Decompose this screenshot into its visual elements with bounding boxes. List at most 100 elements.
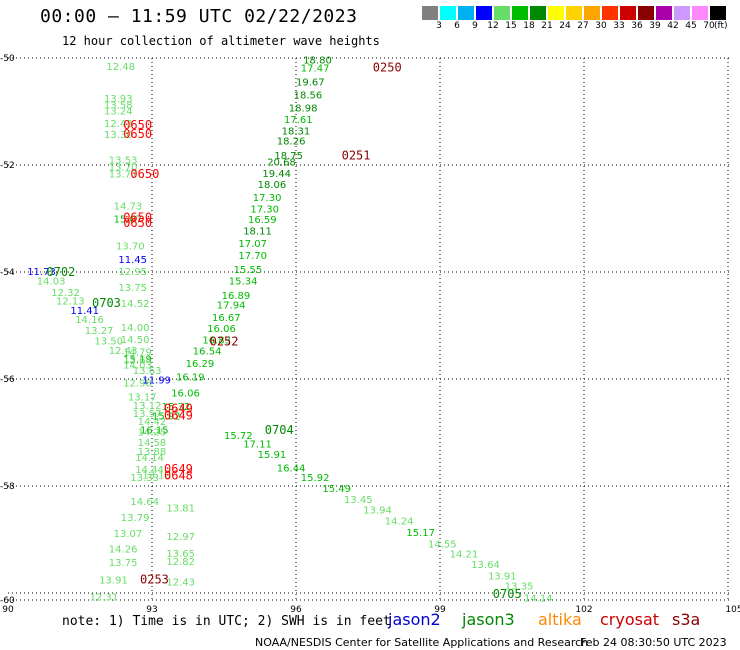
swh-value: 13.64 <box>471 560 500 571</box>
swh-value: 12.95 <box>118 267 147 278</box>
colorbar-swatch <box>674 6 690 20</box>
y-tick-label: -60 <box>0 596 15 606</box>
swh-value: 12.97 <box>166 532 195 543</box>
swh-value: 13.33 <box>130 473 159 484</box>
x-tick-label: 90 <box>2 605 14 615</box>
swh-value: 13.93 <box>104 94 133 105</box>
swh-value: 17.61 <box>284 115 313 126</box>
swh-value: 14.52 <box>121 299 150 310</box>
pass-time-label: 0705 <box>493 587 522 601</box>
swh-value: 13.70 <box>109 163 138 174</box>
colorbar-swatch <box>620 6 636 20</box>
swh-value: 16.19 <box>176 372 205 383</box>
swh-value: 12.31 <box>90 592 119 603</box>
pass-time-label: 0650 <box>123 210 152 224</box>
swh-value: 14.55 <box>428 539 457 550</box>
swh-value: 14.42 <box>138 417 167 428</box>
swh-value: 12.82 <box>166 557 195 568</box>
swh-value: 18.06 <box>258 180 287 191</box>
colorbar-swatch <box>584 6 600 20</box>
colorbar-swatch <box>422 6 438 20</box>
x-tick-label: 99 <box>434 605 446 615</box>
swh-value: 18.26 <box>277 136 306 147</box>
swh-value: 13.65 <box>166 549 195 560</box>
colorbar-swatch <box>494 6 510 20</box>
swh-value: 13.58 <box>104 101 133 112</box>
colorbar-swatch <box>602 6 618 20</box>
pass-time-labels: 0250025106500650065006500650070207030252… <box>46 61 521 601</box>
swh-value: 17.30 <box>250 204 279 215</box>
credit-timestamp: Feb 24 08:30:50 UTC 2023 <box>580 636 727 649</box>
chart-title: 00:00 – 11:59 UTC 02/22/2023 <box>40 6 358 27</box>
swh-value: 14.50 <box>121 335 150 346</box>
satellite-legend-jason2: jason2 <box>388 610 441 629</box>
y-tick-label: -52 <box>0 161 15 171</box>
colorbar-swatch <box>530 6 546 20</box>
swh-value: 12.43 <box>104 119 133 130</box>
swh-value: 16.89 <box>222 291 251 302</box>
swh-value: 16.06 <box>171 388 200 399</box>
x-tick-label: 96 <box>290 605 302 615</box>
swh-value: 13.24 <box>104 107 133 118</box>
swh-value: 13.17 <box>128 393 157 404</box>
pass-time-label: 0650 <box>123 127 152 141</box>
pass-time-label: 0648 <box>164 468 193 482</box>
swh-value: 15.92 <box>152 411 181 422</box>
chart-subtitle: 12 hour collection of altimeter wave hei… <box>62 34 380 48</box>
x-tick-label: 105 <box>725 605 740 615</box>
swh-value: 14.03 <box>37 277 66 288</box>
swh-value: 14.58 <box>138 438 167 449</box>
colorbar-label: 18 <box>523 21 535 31</box>
swh-value: 15.72 <box>224 431 253 442</box>
swh-value: 18.56 <box>294 90 323 101</box>
swh-value: 11.45 <box>118 255 147 266</box>
y-tick-label: -56 <box>0 375 15 385</box>
swh-value: 14.14 <box>524 593 553 604</box>
swh-value: 13.18 <box>142 470 171 481</box>
colorbar-label: 70 <box>703 21 715 31</box>
swh-value: 14.44 <box>135 465 164 476</box>
colorbar-label: 9 <box>472 21 478 31</box>
swh-value: 20.68 <box>267 157 296 168</box>
colorbar-swatch <box>440 6 456 20</box>
colorbar-swatch <box>512 6 528 20</box>
swh-value: 12.43 <box>166 577 195 588</box>
swh-value: 16.06 <box>207 324 236 335</box>
swh-value: 13.57 <box>133 409 162 420</box>
swh-value: 17.07 <box>238 239 267 250</box>
colorbar-label: 21 <box>541 21 553 31</box>
credit-line: NOAA/NESDIS Center for Satellite Applica… <box>255 636 589 649</box>
swh-value: 13.91 <box>488 571 517 582</box>
colorbar-label: 30 <box>595 21 607 31</box>
swh-value: 13.35 <box>505 582 534 593</box>
swh-value: 13.70 <box>116 241 145 252</box>
footer-note: note: 1) Time is in UTC; 2) SWH is in fe… <box>62 614 391 629</box>
colorbar-label: 3 <box>436 21 442 31</box>
colorbar-label: 33 <box>613 21 625 31</box>
swh-value: 14.24 <box>385 516 414 527</box>
swh-value: 17.30 <box>253 193 282 204</box>
swh-value: 18.31 <box>282 126 311 137</box>
y-tick-label: -54 <box>0 268 15 278</box>
colorbar-swatch <box>476 6 492 20</box>
swh-value: 14.25 <box>138 428 167 439</box>
swh-value: 19.44 <box>262 169 291 180</box>
swh-value: 13.53 <box>109 156 138 167</box>
swh-value: 14.73 <box>114 202 143 213</box>
colorbar-label: 27 <box>577 21 589 31</box>
swh-value: 16.59 <box>248 215 277 226</box>
satellite-legend-altika: altika <box>538 610 582 629</box>
swh-value: 15.49 <box>322 484 351 495</box>
swh-value: 15.07 <box>114 215 143 226</box>
swh-value: 16.29 <box>186 359 215 370</box>
swh-value: 15.91 <box>258 450 287 461</box>
swh-value: 13.63 <box>133 366 162 377</box>
swh-value: 17.47 <box>301 64 330 75</box>
pass-time-label: 0650 <box>130 167 159 181</box>
swh-value: 14.00 <box>121 323 150 334</box>
satellite-legend-s3a: s3a <box>672 610 701 629</box>
swh-value: 12.98 <box>123 378 152 389</box>
pass-time-label: 0250 <box>373 61 402 75</box>
swh-value: 14.64 <box>130 497 159 508</box>
